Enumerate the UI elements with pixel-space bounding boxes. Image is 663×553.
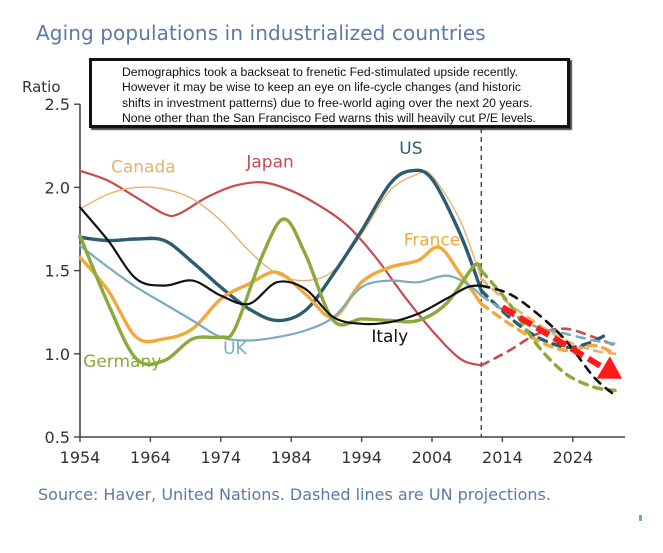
commentary-callout: Demographics took a backseat to frenetic…	[89, 58, 570, 128]
callout-line: None other than the San Francisco Fed wa…	[122, 110, 536, 125]
series-line-uk	[78, 244, 483, 342]
y-tick-label: 2.5	[45, 95, 70, 114]
series-projection-italy	[480, 284, 617, 397]
series-label-italy: Italy	[371, 327, 408, 347]
x-tick-label: 1964	[130, 448, 171, 467]
x-tick-label: 1974	[200, 448, 241, 467]
page-marker-icon	[639, 515, 642, 521]
x-tick-label: 2024	[552, 448, 593, 467]
series-projection-germany	[479, 268, 617, 393]
y-tick-label: 2.0	[45, 178, 70, 197]
x-tick-label: 1954	[60, 448, 101, 467]
y-axis-label: Ratio	[22, 78, 61, 96]
series-line-italy	[78, 206, 483, 326]
callout-line: Demographics took a backseat to frenetic…	[122, 65, 519, 79]
series-label-japan: Japan	[245, 152, 293, 172]
series-label-us: US	[399, 139, 422, 159]
source-note: Source: Haver, United Nations. Dashed li…	[38, 485, 551, 504]
series-label-canada: Canada	[111, 157, 176, 177]
chart-title: Aging populations in industrialized coun…	[36, 21, 486, 45]
y-tick-label: 0.5	[45, 428, 70, 447]
x-tick-label: 1994	[341, 448, 382, 467]
callout-line: shifts in investment patterns) due to fr…	[122, 95, 533, 110]
series-line-us	[78, 168, 483, 323]
series-line-germany	[78, 217, 483, 367]
series-label-uk: UK	[223, 339, 247, 359]
y-tick-label: 1.0	[45, 345, 70, 364]
x-tick-label: 2014	[482, 448, 523, 467]
series-line-france	[78, 245, 483, 344]
series-projection-us	[479, 288, 610, 350]
series-label-france: France	[404, 231, 461, 251]
series-projection-canada	[480, 277, 617, 356]
trend-arrow-head-icon	[596, 356, 623, 379]
series-label-germany: Germany	[83, 352, 161, 372]
callout-line: However it may be wise to keep an eye on…	[122, 80, 521, 95]
y-tick-label: 1.5	[45, 262, 70, 281]
x-tick-label: 2004	[412, 448, 453, 467]
x-tick-label: 1984	[271, 448, 312, 467]
series-projection-france	[479, 302, 617, 356]
